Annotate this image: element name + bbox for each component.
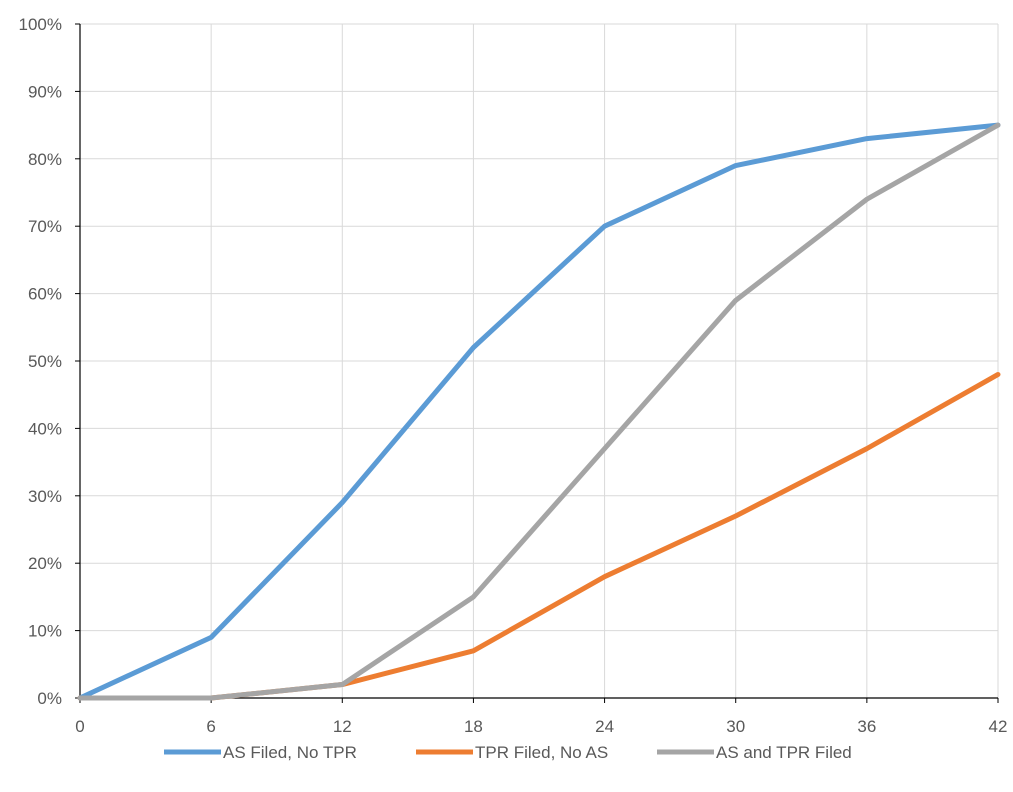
y-tick-label: 10% bbox=[28, 622, 62, 641]
y-tick-label: 50% bbox=[28, 352, 62, 371]
x-tick-label: 24 bbox=[595, 717, 614, 736]
y-tick-label: 90% bbox=[28, 82, 62, 101]
series-line-2 bbox=[77, 371, 1001, 701]
x-tick-label: 6 bbox=[206, 717, 215, 736]
x-tick-label: 12 bbox=[333, 717, 352, 736]
series-line-3 bbox=[77, 122, 1001, 701]
legend: AS Filed, No TPR TPR Filed, No AS AS and T… bbox=[164, 743, 852, 762]
series-line-1 bbox=[77, 122, 1001, 701]
y-tick-label: 30% bbox=[28, 487, 62, 506]
legend-item-3: AS and TPR Filed bbox=[657, 743, 852, 762]
x-tick-label: 18 bbox=[464, 717, 483, 736]
legend-label: AS Filed, No TPR bbox=[223, 743, 357, 762]
grid-lines bbox=[80, 23, 999, 698]
x-tick-label: 30 bbox=[726, 717, 745, 736]
legend-item-1: AS Filed, No TPR bbox=[164, 743, 357, 762]
y-tick-label: 20% bbox=[28, 554, 62, 573]
series-lines bbox=[77, 122, 1001, 701]
axes bbox=[75, 23, 999, 703]
x-tick-label: 0 bbox=[75, 717, 84, 736]
x-tick-label: 36 bbox=[857, 717, 876, 736]
x-tick-label: 42 bbox=[989, 717, 1008, 736]
y-tick-label: 80% bbox=[28, 150, 62, 169]
y-tick-label: 0% bbox=[37, 689, 62, 708]
legend-label: AS and TPR Filed bbox=[716, 743, 852, 762]
y-tick-label: 40% bbox=[28, 419, 62, 438]
y-tick-label: 70% bbox=[28, 217, 62, 236]
y-axis-tick-labels: 0% 10% 20% 30% 40% 50% 60% 70% 80% 90% 100% bbox=[19, 15, 62, 708]
x-axis-tick-labels: 0 6 12 18 24 30 36 42 bbox=[75, 717, 1007, 736]
legend-item-2: TPR Filed, No AS bbox=[416, 743, 608, 762]
y-tick-label: 60% bbox=[28, 285, 62, 304]
legend-label: TPR Filed, No AS bbox=[475, 743, 608, 762]
y-tick-label: 100% bbox=[19, 15, 62, 34]
